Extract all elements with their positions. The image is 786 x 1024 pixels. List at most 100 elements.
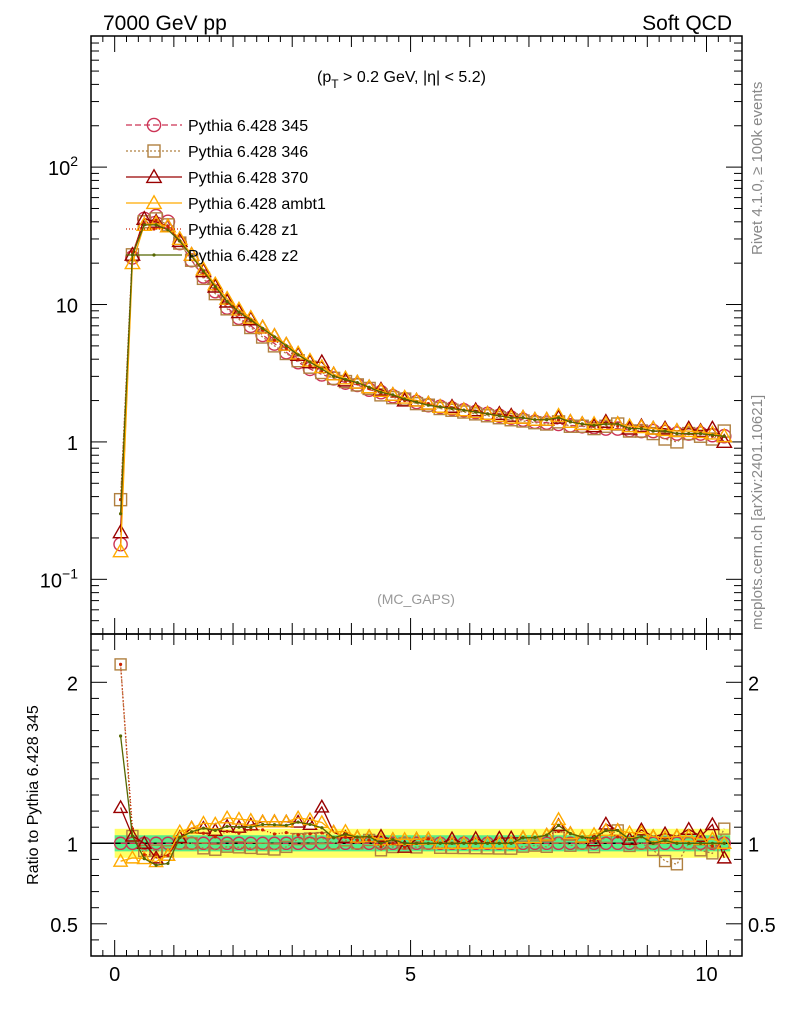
ratio-point bbox=[272, 832, 277, 836]
ratio-point bbox=[670, 858, 684, 871]
data-point bbox=[396, 389, 414, 404]
data-point bbox=[656, 419, 674, 435]
data-point bbox=[663, 429, 667, 433]
ratio-point bbox=[284, 823, 288, 828]
data-point bbox=[343, 377, 348, 382]
data-point bbox=[178, 239, 182, 243]
data-point bbox=[644, 419, 662, 435]
ratio-point bbox=[166, 861, 170, 866]
legend-label: Pythia 6.428 ambt1 bbox=[188, 196, 326, 213]
data-point bbox=[580, 422, 584, 426]
ratio-point bbox=[598, 822, 614, 837]
ratio-point bbox=[503, 835, 519, 849]
ratio-point bbox=[616, 835, 620, 839]
ratio-point bbox=[639, 834, 643, 839]
cut-label-open: (p bbox=[317, 69, 331, 86]
ratio-point bbox=[266, 813, 283, 828]
legend: Pythia 6.428 345 Pythia 6.428 346 Pythia 6… bbox=[126, 117, 326, 265]
ratio-point bbox=[564, 839, 577, 852]
data-point bbox=[533, 418, 537, 422]
ratio-point bbox=[568, 831, 572, 836]
ratio-point bbox=[432, 835, 448, 849]
ratio-point bbox=[716, 849, 733, 864]
ratio-point bbox=[462, 841, 466, 845]
ratio-point bbox=[118, 734, 123, 738]
ratio-point bbox=[386, 840, 400, 854]
ratio-point bbox=[130, 834, 135, 838]
ratio-point bbox=[592, 839, 596, 843]
ratio-point bbox=[658, 854, 672, 868]
ratio-point bbox=[426, 841, 430, 845]
data-point bbox=[159, 217, 177, 233]
ratio-point bbox=[675, 841, 679, 845]
ratio-point bbox=[373, 828, 389, 842]
legend-entry: Pythia 6.428 346 bbox=[126, 144, 308, 161]
data-point bbox=[183, 246, 201, 261]
ratio-point bbox=[112, 853, 129, 867]
ratio-y-axis-label: Ratio to Pythia 6.428 345 bbox=[25, 705, 42, 885]
ratio-point bbox=[680, 821, 697, 835]
ratio-y-tick-label-right: 1 bbox=[748, 834, 759, 856]
ratio-point bbox=[112, 799, 129, 814]
data-point bbox=[639, 427, 643, 431]
ratio-point bbox=[604, 828, 608, 833]
ratio-point bbox=[704, 816, 721, 831]
rivet-version-label: Rivet 4.1.0, ≥ 100k events bbox=[749, 82, 766, 255]
ratio-point bbox=[379, 841, 383, 845]
y-main-tick-exp: −1 bbox=[62, 565, 78, 581]
ratio-point bbox=[261, 822, 265, 827]
ratio-point bbox=[254, 813, 271, 828]
data-point bbox=[514, 409, 532, 424]
ratio-point bbox=[124, 849, 141, 864]
ratio-point bbox=[142, 853, 146, 857]
y-main-tick-base: 10 bbox=[56, 296, 78, 318]
ratio-point bbox=[515, 829, 531, 844]
legend-entry: Pythia 6.428 z1 bbox=[126, 222, 298, 239]
ratio-point bbox=[710, 841, 715, 845]
ratio-point bbox=[621, 824, 638, 839]
ratio-point bbox=[663, 838, 667, 843]
ratio-point bbox=[403, 845, 407, 849]
legend-marker bbox=[145, 194, 163, 210]
legend-label: Pythia 6.428 370 bbox=[188, 170, 308, 187]
legend-entry: Pythia 6.428 345 bbox=[126, 117, 308, 135]
series-5-ratio bbox=[118, 734, 726, 867]
ratio-point bbox=[651, 841, 655, 845]
ratio-point bbox=[296, 833, 300, 837]
ratio-point bbox=[244, 841, 257, 855]
ratio-point bbox=[355, 838, 359, 842]
legend-marker bbox=[147, 144, 161, 158]
ratio-point bbox=[509, 841, 513, 845]
cut-label-mid: > 0.2 GeV, bbox=[339, 69, 423, 86]
data-point bbox=[710, 433, 715, 437]
legend-entry: Pythia 6.428 370 bbox=[126, 168, 308, 187]
data-point bbox=[490, 405, 508, 420]
data-point bbox=[142, 223, 146, 227]
data-point bbox=[502, 407, 520, 422]
ratio-point bbox=[343, 832, 348, 836]
ratio-point bbox=[237, 831, 241, 835]
ratio-point bbox=[580, 835, 584, 839]
ratio-point bbox=[249, 825, 253, 829]
data-point bbox=[367, 385, 371, 389]
data-point bbox=[497, 414, 501, 418]
data-point bbox=[171, 232, 189, 248]
ratio-point bbox=[231, 811, 247, 825]
ratio-point bbox=[698, 841, 703, 845]
ratio-point bbox=[426, 837, 430, 841]
ratio-series-group bbox=[112, 658, 733, 871]
ratio-point bbox=[136, 835, 153, 849]
data-point bbox=[474, 410, 478, 414]
ratio-line bbox=[119, 664, 725, 857]
ratio-point bbox=[268, 843, 281, 856]
data-point bbox=[722, 434, 726, 438]
data-point bbox=[656, 421, 674, 437]
ratio-point bbox=[467, 835, 484, 849]
legend-marker bbox=[152, 227, 156, 231]
data-point bbox=[462, 408, 466, 412]
data-point bbox=[206, 277, 224, 293]
y-main-tick-label: 102 bbox=[48, 153, 78, 180]
ratio-point bbox=[320, 826, 324, 830]
data-point bbox=[651, 429, 655, 433]
series-line bbox=[119, 215, 725, 545]
